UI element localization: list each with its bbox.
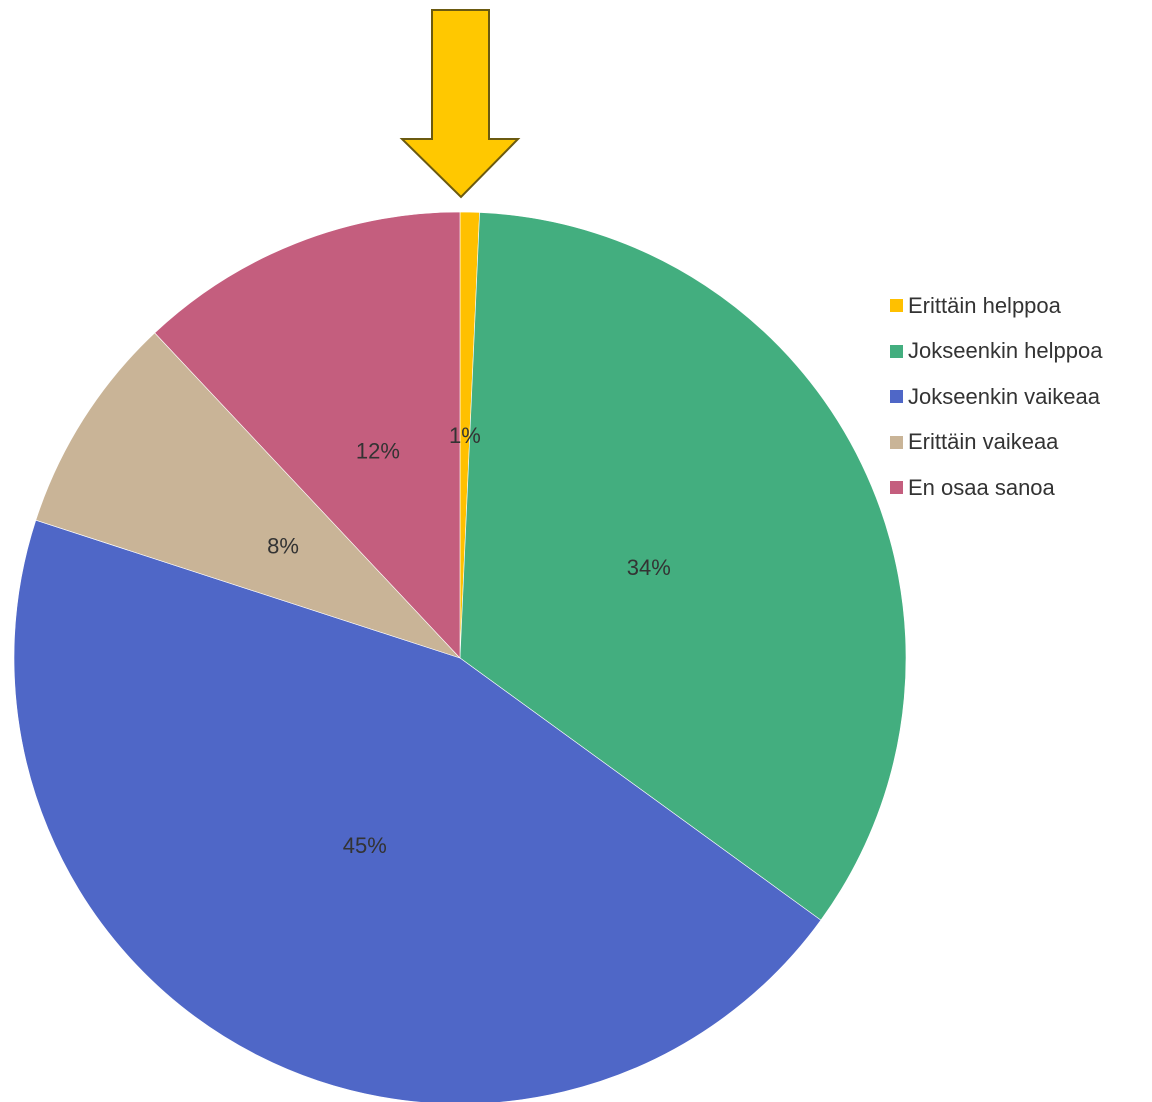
- pie-slice-1: [459, 212, 907, 921]
- legend-swatch-0: [890, 299, 903, 313]
- legend-swatch-3: [890, 435, 903, 449]
- legend-swatch-2: [890, 390, 903, 404]
- legend-label-0: Erittäin helppoa: [908, 292, 1061, 318]
- legend-item-0: Erittäin helppoa: [890, 283, 1102, 329]
- legend-label-4: En osaa sanoa: [908, 474, 1055, 500]
- legend-label-1: Jokseenkin helppoa: [908, 338, 1103, 364]
- legend-item-1: Jokseenkin helppoa: [890, 329, 1102, 375]
- pie-slice-3: [35, 332, 461, 659]
- legend-item-3: Erittäin vaikeaa: [890, 420, 1102, 466]
- slice-label-1: 34%: [627, 555, 671, 580]
- legend-label-3: Erittäin vaikeaa: [908, 429, 1059, 455]
- legend-item-2: Jokseenkin vaikeaa: [890, 374, 1102, 420]
- legend-swatch-4: [890, 481, 903, 495]
- slice-label-4: 12%: [356, 439, 400, 464]
- slice-label-0: 1%: [449, 423, 481, 448]
- legend-item-4: En osaa sanoa: [890, 465, 1102, 511]
- legend: Erittäin helppoa Jokseenkin helppoa Joks…: [890, 283, 1102, 511]
- pie-slice-2: [13, 519, 822, 1102]
- legend-label-2: Jokseenkin vaikeaa: [908, 383, 1101, 409]
- slice-label-2: 45%: [343, 833, 387, 858]
- pie-slice-4: [154, 211, 461, 659]
- slice-label-3: 8%: [267, 534, 299, 559]
- highlight-arrow: [399, 9, 521, 199]
- legend-swatch-1: [890, 344, 903, 358]
